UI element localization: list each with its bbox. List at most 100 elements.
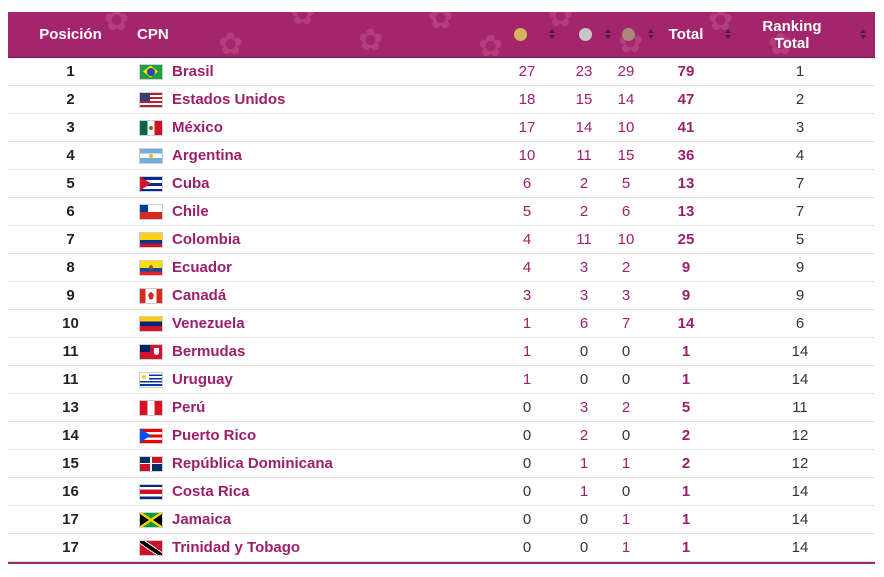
country-name[interactable]: Argentina — [172, 147, 243, 164]
country-cell[interactable]: Jamaica — [139, 506, 499, 533]
header-total[interactable]: Total — [668, 26, 704, 43]
ranking-total: 4 — [795, 147, 805, 164]
country-name[interactable]: Trinidad y Tobago — [172, 539, 301, 556]
table-row: 8 Ecuador 4 3 2 9 9 — [8, 254, 875, 282]
ranking-total: 7 — [795, 203, 805, 220]
table-row: 10 Venezuela 1 6 7 14 6 — [8, 310, 875, 338]
ranking-total: 12 — [791, 455, 809, 472]
sort-total-icon[interactable] — [725, 29, 733, 39]
country-name[interactable]: República Dominicana — [172, 455, 333, 472]
header-silver[interactable] — [572, 12, 598, 57]
country-cell[interactable]: Trinidad y Tobago — [139, 534, 499, 561]
ranking-total: 9 — [795, 287, 805, 304]
country-name[interactable]: Perú — [172, 399, 206, 416]
trinidad-flag-icon — [139, 539, 163, 556]
country-name[interactable]: Colombia — [172, 231, 241, 248]
country-cell[interactable]: Brasil — [139, 58, 499, 85]
sort-gold-icon[interactable] — [549, 29, 557, 39]
medal-table: ✿ ✿ ✿ ✿ ✿ ✿ ✿ ✿ ✿ ✿ Posición CPN Total R… — [8, 12, 875, 564]
position-cell: 13 — [62, 399, 79, 416]
gold-count: 18 — [518, 91, 536, 108]
country-cell[interactable]: Uruguay — [139, 366, 499, 393]
silver-count: 14 — [575, 119, 593, 136]
country-name[interactable]: Chile — [172, 203, 209, 220]
bronze-count: 14 — [617, 91, 635, 108]
country-cell[interactable]: México — [139, 114, 499, 141]
total-count: 79 — [677, 63, 695, 80]
header-posicion[interactable]: Posición — [39, 26, 102, 43]
country-cell[interactable]: Puerto Rico — [139, 422, 499, 449]
country-cell[interactable]: Ecuador — [139, 254, 499, 281]
country-cell[interactable]: Argentina — [139, 142, 499, 169]
country-name[interactable]: Bermudas — [172, 343, 246, 360]
sort-silver-icon[interactable] — [605, 29, 613, 39]
gold-count: 4 — [522, 259, 532, 276]
total-count: 2 — [681, 427, 691, 444]
table-row: 16 Costa Rica 0 1 0 1 14 — [8, 478, 875, 506]
total-count: 14 — [677, 315, 695, 332]
country-name[interactable]: Puerto Rico — [172, 427, 257, 444]
country-cell[interactable]: Perú — [139, 394, 499, 421]
bronze-count: 2 — [621, 259, 631, 276]
header-bronze[interactable] — [615, 12, 641, 57]
table-row: 7 Colombia 4 11 10 25 5 — [8, 226, 875, 254]
position-cell: 14 — [62, 427, 79, 444]
bronze-count: 0 — [621, 371, 631, 388]
total-count: 2 — [681, 455, 691, 472]
total-count: 5 — [681, 399, 691, 416]
country-name[interactable]: Canadá — [172, 287, 227, 304]
country-name[interactable]: Brasil — [172, 63, 214, 80]
table-row: 5 Cuba 6 2 5 13 7 — [8, 170, 875, 198]
country-cell[interactable]: Venezuela — [139, 310, 499, 337]
total-count: 25 — [677, 231, 695, 248]
country-cell[interactable]: Canadá — [139, 282, 499, 309]
ranking-total: 7 — [795, 175, 805, 192]
country-name[interactable]: Uruguay — [172, 371, 233, 388]
flower-decoration-icon: ✿ — [548, 12, 574, 33]
total-count: 1 — [681, 343, 691, 360]
country-name[interactable]: Estados Unidos — [172, 91, 286, 108]
country-cell[interactable]: Chile — [139, 198, 499, 225]
peru-flag-icon — [139, 399, 163, 416]
country-cell[interactable]: Estados Unidos — [139, 86, 499, 113]
country-name[interactable]: Ecuador — [172, 259, 233, 276]
header-cpn[interactable]: CPN — [137, 26, 169, 43]
country-cell[interactable]: Bermudas — [139, 338, 499, 365]
country-name[interactable]: México — [172, 119, 223, 136]
dominican-flag-icon — [139, 455, 163, 472]
bronze-count: 0 — [621, 483, 631, 500]
table-row: 17 Trinidad y Tobago 0 0 1 1 14 — [8, 534, 875, 562]
country-name[interactable]: Jamaica — [172, 511, 232, 528]
country-cell[interactable]: Cuba — [139, 170, 499, 197]
country-cell[interactable]: Colombia — [139, 226, 499, 253]
bronze-count: 7 — [621, 315, 631, 332]
country-cell[interactable]: Costa Rica — [139, 478, 499, 505]
sort-bronze-icon[interactable] — [648, 29, 656, 39]
silver-count: 11 — [576, 147, 592, 164]
header-ranking-total[interactable]: Ranking Total — [740, 12, 844, 57]
ranking-total: 14 — [791, 371, 809, 388]
header-gold[interactable] — [507, 12, 533, 57]
position-cell: 17 — [62, 511, 79, 528]
position-cell: 15 — [62, 455, 79, 472]
flower-decoration-icon: ✿ — [478, 30, 504, 58]
country-name[interactable]: Venezuela — [172, 315, 245, 332]
header-ranking-line1: Ranking — [762, 17, 822, 35]
ranking-total: 11 — [792, 399, 808, 416]
flower-decoration-icon: ✿ — [428, 12, 454, 35]
silver-count: 3 — [579, 399, 589, 416]
table-row: 11 Uruguay 1 0 0 1 14 — [8, 366, 875, 394]
total-count: 13 — [677, 203, 695, 220]
sort-ranking-icon[interactable] — [860, 29, 868, 39]
country-name[interactable]: Costa Rica — [172, 483, 250, 500]
position-cell: 8 — [66, 259, 75, 276]
position-cell: 4 — [66, 147, 75, 164]
mexico-flag-icon — [139, 119, 163, 136]
gold-count: 27 — [518, 63, 536, 80]
country-cell[interactable]: República Dominicana — [139, 450, 499, 477]
silver-count: 2 — [579, 203, 589, 220]
country-name[interactable]: Cuba — [172, 175, 210, 192]
silver-count: 23 — [575, 63, 593, 80]
position-cell: 11 — [62, 371, 79, 388]
total-count: 1 — [681, 371, 691, 388]
